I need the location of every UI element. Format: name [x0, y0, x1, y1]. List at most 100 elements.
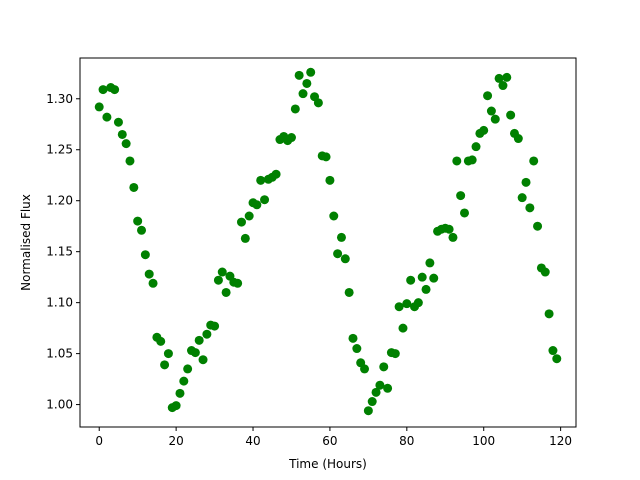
- y-axis-label: Normalised Flux: [19, 194, 33, 291]
- data-point: [156, 336, 166, 346]
- data-point: [448, 232, 458, 242]
- data-point: [194, 335, 204, 345]
- data-point: [352, 344, 362, 354]
- data-point: [302, 78, 312, 88]
- data-point: [483, 91, 493, 101]
- data-point: [413, 298, 423, 308]
- data-point: [260, 195, 270, 205]
- data-point: [367, 397, 377, 407]
- data-point: [236, 217, 246, 227]
- data-point: [417, 272, 427, 282]
- data-point: [125, 156, 135, 166]
- data-point: [375, 380, 385, 390]
- data-point: [244, 211, 254, 221]
- data-point: [421, 284, 431, 294]
- data-point: [394, 302, 404, 312]
- plot-frame: [79, 57, 577, 428]
- y-tick-label: 1.25: [46, 143, 73, 157]
- data-point: [506, 110, 516, 120]
- y-tick-label: 1.05: [46, 347, 73, 361]
- data-point: [148, 278, 158, 288]
- data-points: [94, 67, 562, 416]
- data-point: [548, 346, 558, 356]
- data-point: [298, 89, 308, 99]
- data-point: [140, 250, 150, 260]
- data-point: [467, 155, 477, 165]
- data-point: [137, 225, 147, 235]
- data-point: [94, 102, 104, 112]
- data-point: [494, 73, 504, 83]
- data-point: [325, 175, 335, 185]
- data-point: [198, 355, 208, 365]
- data-point: [179, 376, 189, 386]
- data-point: [117, 129, 127, 139]
- data-point: [290, 104, 300, 114]
- y-axis-ticks: 1.00 1.05 1.10 1.15 1.20 1.25 1.30: [46, 92, 80, 412]
- data-point: [121, 139, 131, 149]
- data-point: [383, 383, 393, 393]
- data-point: [456, 191, 466, 201]
- x-tick-label: 100: [472, 434, 495, 448]
- data-point: [502, 72, 512, 82]
- data-point: [221, 287, 231, 297]
- data-point: [429, 273, 439, 283]
- data-point: [144, 269, 154, 279]
- y-tick-label: 1.20: [46, 194, 73, 208]
- data-point: [521, 177, 531, 187]
- x-axis-label: Time (Hours): [288, 457, 367, 471]
- data-point: [379, 362, 389, 372]
- data-point: [340, 254, 350, 264]
- data-point: [306, 67, 316, 77]
- x-tick-label: 40: [245, 434, 260, 448]
- y-tick-label: 1.10: [46, 296, 73, 310]
- y-tick-label: 1.30: [46, 92, 73, 106]
- x-tick-label: 60: [322, 434, 337, 448]
- x-tick-label: 120: [549, 434, 572, 448]
- data-point: [190, 348, 200, 358]
- data-point: [321, 152, 331, 162]
- data-point: [336, 232, 346, 242]
- data-point: [486, 106, 496, 116]
- data-point: [363, 406, 373, 416]
- y-tick-label: 1.15: [46, 245, 73, 259]
- data-point: [540, 267, 550, 277]
- data-point: [202, 329, 212, 339]
- data-point: [113, 117, 123, 127]
- data-point: [544, 309, 554, 319]
- data-point: [406, 275, 416, 285]
- data-point: [479, 125, 489, 135]
- data-point: [348, 333, 358, 343]
- data-point: [286, 133, 296, 143]
- data-point: [160, 360, 170, 370]
- data-point: [360, 364, 370, 374]
- data-point: [390, 349, 400, 359]
- data-point: [163, 349, 173, 359]
- data-point: [490, 114, 500, 124]
- data-point: [533, 221, 543, 231]
- data-point: [371, 387, 381, 397]
- data-point: [498, 81, 508, 91]
- data-point: [471, 142, 481, 152]
- data-point: [313, 98, 323, 108]
- data-point: [425, 258, 435, 268]
- data-point: [398, 323, 408, 333]
- data-point: [217, 267, 227, 277]
- data-point: [233, 278, 243, 288]
- data-point: [240, 233, 250, 243]
- data-point: [210, 321, 220, 331]
- x-axis-ticks: 0 20 40 60 80 100 120: [95, 427, 572, 448]
- data-point: [513, 134, 523, 144]
- data-point: [98, 85, 108, 95]
- x-tick-label: 0: [95, 434, 103, 448]
- y-tick-label: 1.00: [46, 398, 73, 412]
- data-point: [344, 287, 354, 297]
- data-point: [133, 216, 143, 226]
- data-point: [444, 224, 454, 234]
- data-point: [171, 401, 181, 411]
- data-point: [333, 249, 343, 259]
- data-point: [175, 388, 185, 398]
- data-point: [552, 354, 562, 364]
- data-point: [102, 112, 112, 122]
